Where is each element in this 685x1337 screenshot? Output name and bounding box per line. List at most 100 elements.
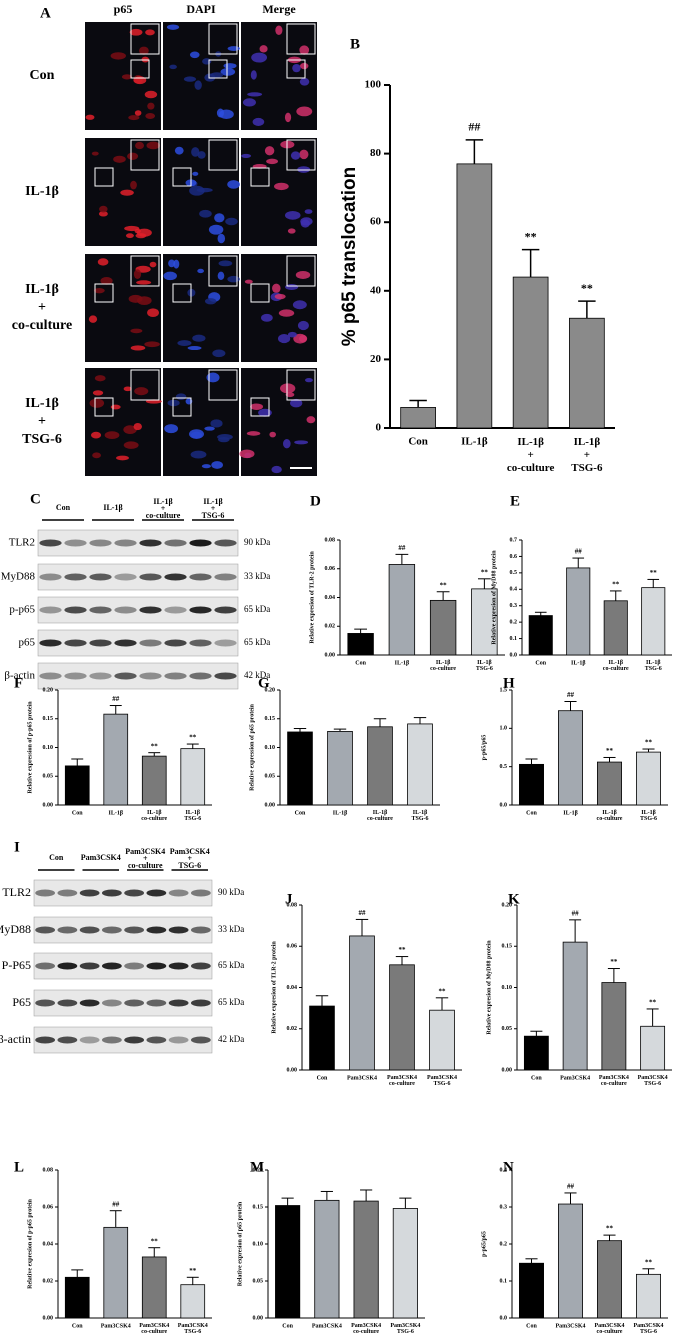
x-tick-label: Con	[355, 660, 366, 666]
band	[89, 606, 112, 614]
band	[190, 1036, 211, 1044]
inset-box	[286, 59, 306, 79]
cell	[242, 98, 256, 107]
band	[168, 1036, 189, 1044]
group-label: Con	[56, 503, 71, 512]
cell	[292, 300, 307, 310]
cell	[210, 419, 223, 428]
band	[164, 672, 187, 680]
cell	[300, 219, 311, 228]
cell	[120, 189, 134, 196]
band	[64, 606, 87, 614]
cell	[88, 315, 98, 323]
cell	[134, 228, 141, 234]
panel-letter: C	[30, 491, 41, 507]
cell	[217, 434, 233, 440]
bar	[429, 1009, 455, 1071]
cell	[297, 320, 309, 331]
cell	[220, 67, 236, 76]
cell	[275, 25, 283, 35]
cell	[164, 424, 179, 434]
band-label: P65	[12, 995, 31, 1009]
cell	[239, 449, 255, 459]
cell	[183, 76, 197, 82]
row-label: IL-1β	[25, 184, 59, 199]
cell	[192, 334, 206, 342]
cell	[128, 115, 140, 121]
row-label: IL-1β + TSG-6	[22, 396, 62, 447]
inset	[208, 139, 238, 171]
cell	[121, 74, 133, 80]
bar	[471, 588, 498, 656]
band	[139, 639, 162, 647]
significance: **	[649, 999, 657, 1007]
cell	[217, 271, 225, 280]
x-tick-label: Pam3CSK4 TSG-6	[178, 1323, 208, 1335]
cell	[287, 228, 296, 234]
cell	[299, 149, 309, 160]
significance: ##	[468, 120, 480, 134]
x-tick-label: Con	[72, 810, 83, 816]
band	[146, 999, 167, 1007]
cell	[94, 375, 106, 382]
bar	[388, 564, 416, 656]
significance: ##	[575, 548, 583, 556]
band	[214, 672, 237, 680]
bar	[597, 761, 622, 806]
band	[168, 962, 189, 970]
y-tick-label: 0.20	[43, 687, 54, 693]
band	[64, 573, 87, 581]
cell	[272, 283, 281, 293]
bar	[636, 751, 661, 806]
x-tick-label: IL-1β TSG-6	[184, 810, 201, 822]
y-tick-label: 0.02	[43, 1278, 54, 1284]
y-tick-label: 80	[370, 147, 382, 159]
inset	[130, 23, 160, 55]
band	[214, 606, 237, 614]
cell	[168, 259, 176, 268]
bar	[566, 567, 591, 656]
band	[214, 639, 237, 647]
column-header: DAPI	[186, 2, 216, 16]
cell	[252, 117, 265, 126]
bar	[347, 633, 374, 656]
inset-box	[208, 59, 228, 79]
bar	[367, 726, 393, 806]
cell	[250, 70, 257, 80]
bar	[400, 407, 436, 429]
bar	[64, 1276, 90, 1319]
significance: **	[606, 747, 614, 755]
band	[79, 1036, 100, 1044]
cell	[204, 298, 217, 305]
cell	[212, 349, 226, 358]
band	[89, 573, 112, 581]
cell	[175, 393, 187, 401]
inset-box	[94, 283, 114, 303]
x-tick-label: IL-1β co-culture	[141, 810, 167, 822]
bar	[429, 599, 457, 656]
x-tick-label: Pam3CSK4 TSG-6	[634, 1323, 664, 1335]
cell	[197, 151, 206, 159]
bar	[558, 1203, 583, 1319]
y-axis-label: % p65 translocation	[339, 167, 360, 347]
significance: **	[650, 569, 658, 577]
group-label: Pam3CSK4	[81, 853, 121, 862]
cell	[130, 328, 143, 334]
band	[57, 962, 78, 970]
significance: **	[525, 229, 537, 243]
band	[189, 639, 212, 647]
panel-letter: L	[14, 1159, 24, 1175]
cell	[296, 106, 313, 117]
x-tick-label: IL-1β	[461, 436, 488, 448]
band	[164, 539, 187, 547]
y-tick-label: 40	[370, 284, 382, 296]
cell	[197, 268, 204, 274]
x-tick-label: IL-1β + TSG-6	[571, 436, 603, 474]
bar	[558, 710, 583, 806]
x-tick-label: Pam3CSK4	[560, 1075, 590, 1081]
y-tick-label: 0.0	[500, 1315, 508, 1321]
band	[189, 539, 212, 547]
y-tick-label: 0.00	[253, 1315, 264, 1321]
micrograph	[241, 254, 317, 362]
bar	[519, 1262, 544, 1319]
